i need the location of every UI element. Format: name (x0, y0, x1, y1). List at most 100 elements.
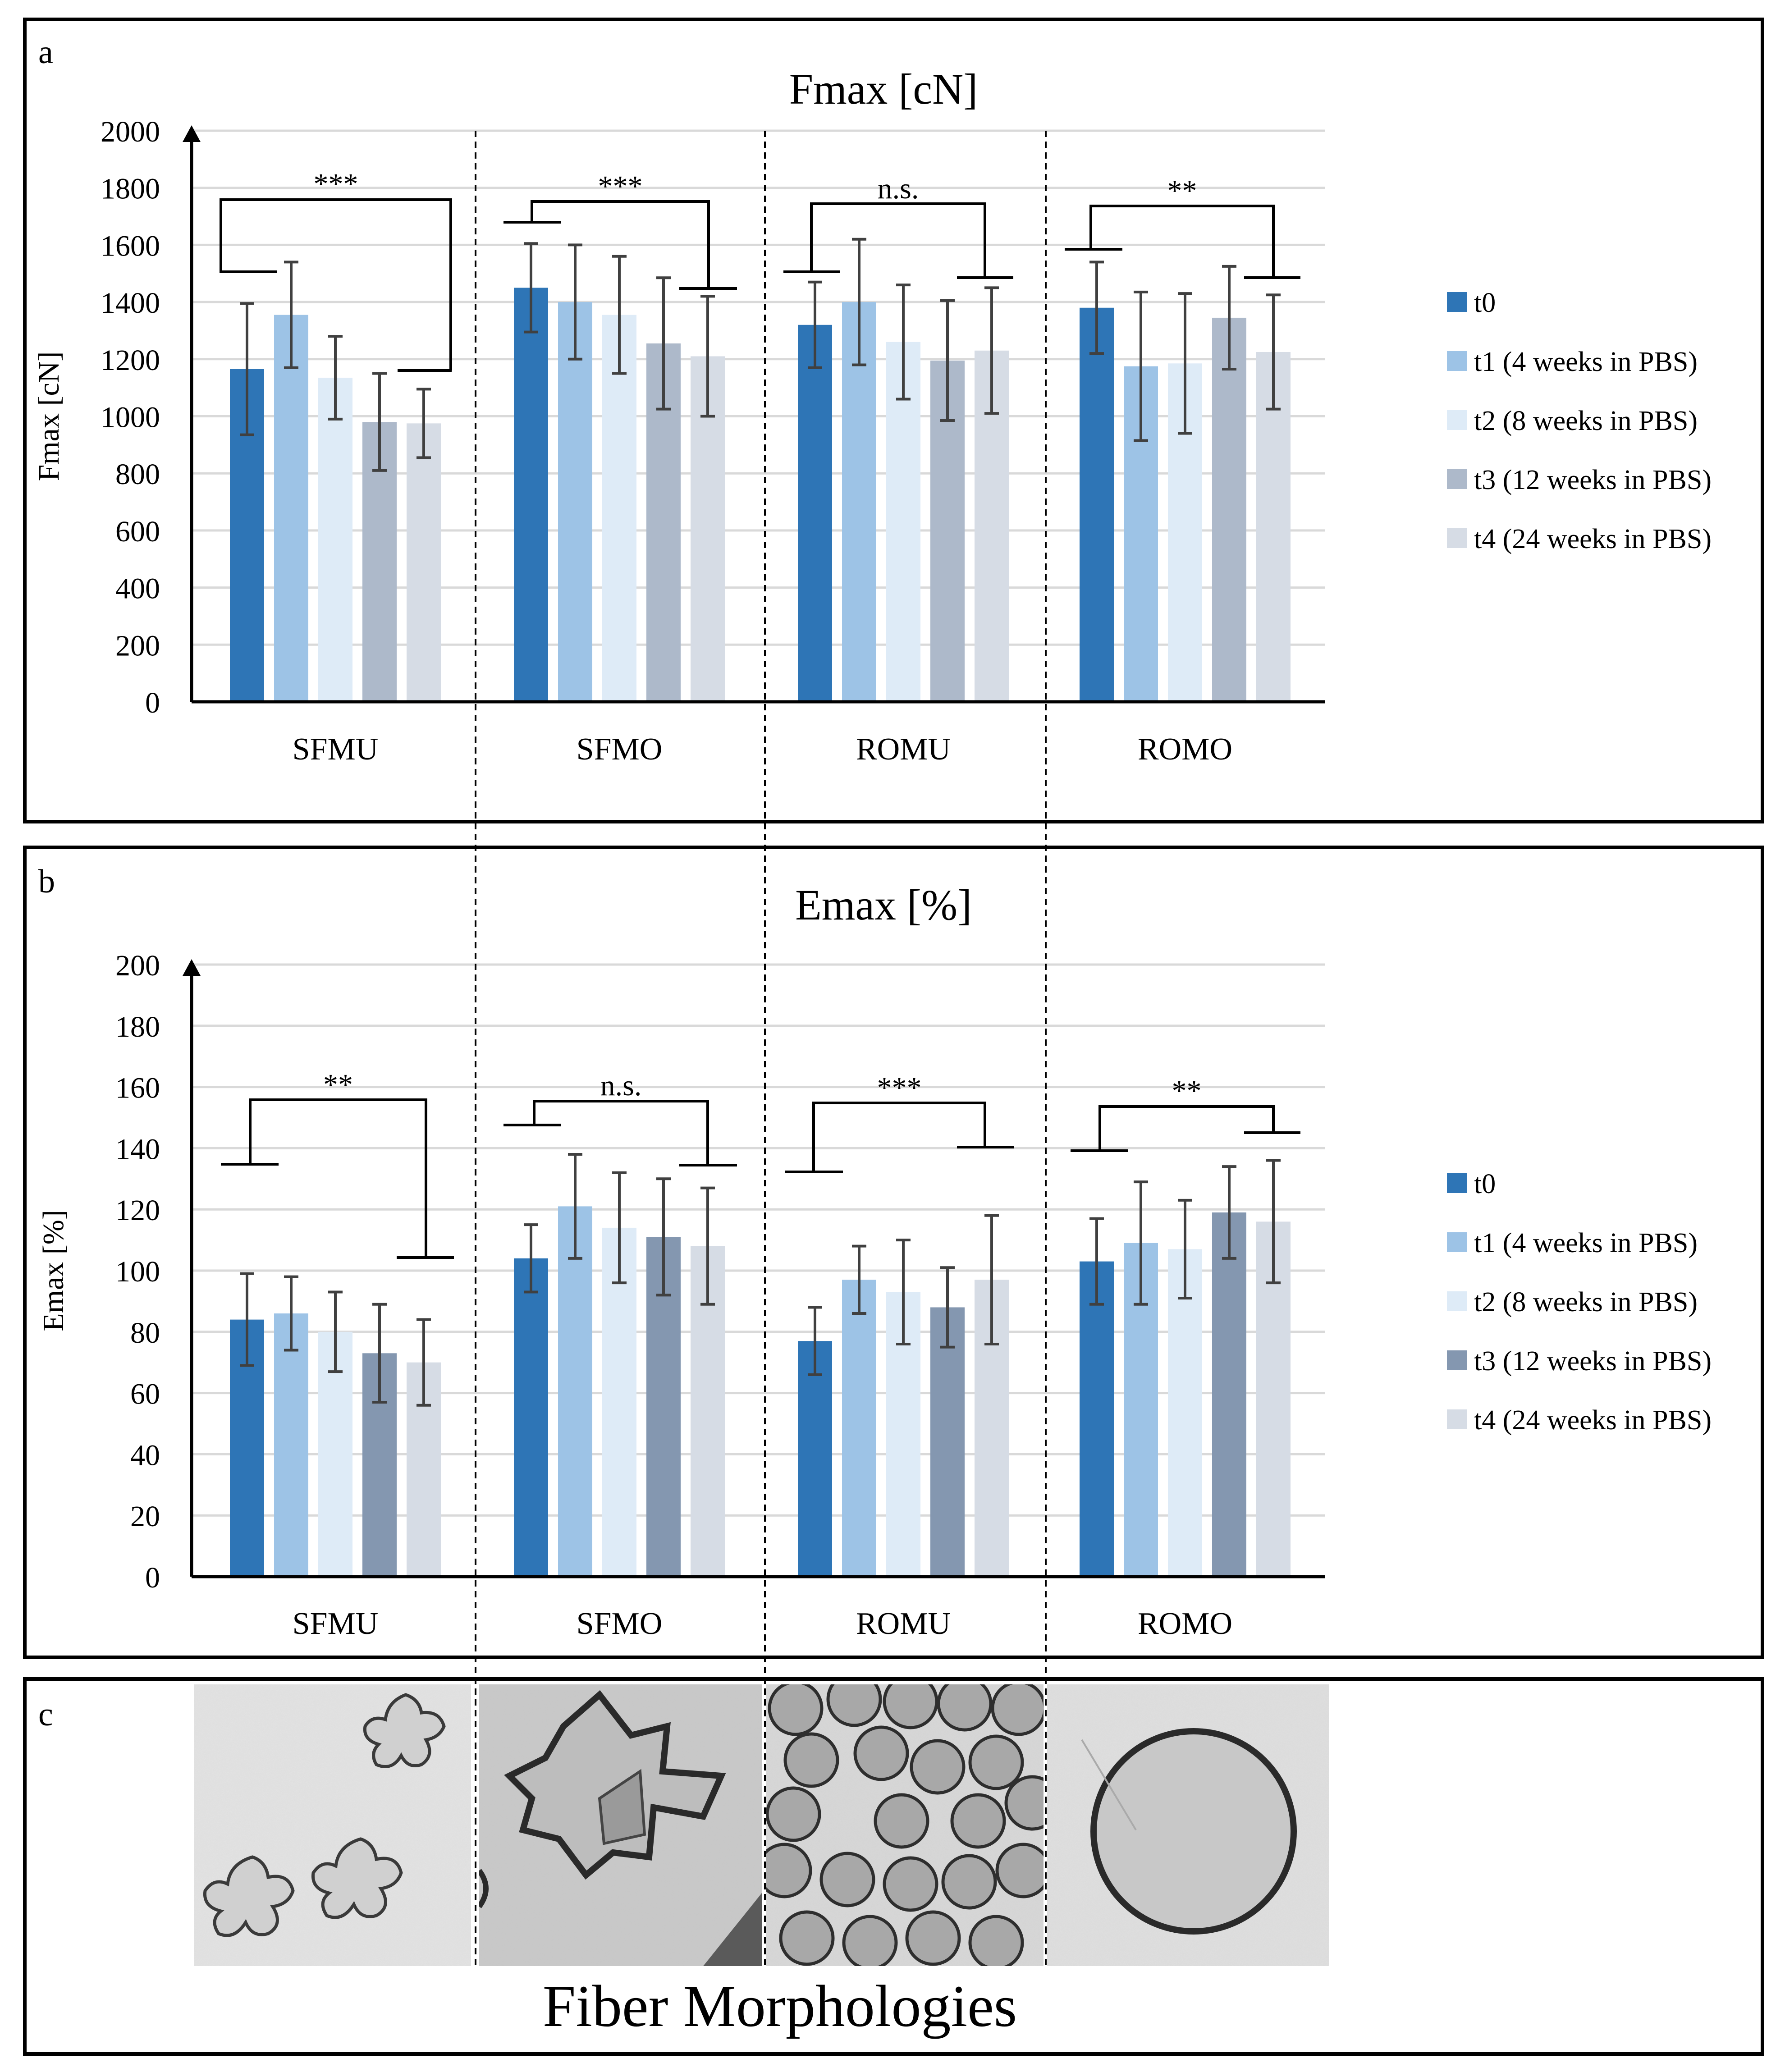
morphology-image-romo (1047, 1684, 1329, 1966)
panel-c-title: Fiber Morphologies (543, 1973, 1017, 2039)
morphology-images (194, 1684, 1329, 1966)
y-tick-label: 80 (130, 1317, 160, 1349)
bar-2-1 (602, 315, 636, 702)
category-label: SFMO (577, 1606, 663, 1641)
significance-label: *** (314, 168, 358, 201)
y-tick-label: 1800 (101, 173, 160, 206)
category-label: ROMU (856, 732, 951, 767)
y-tick-label: 40 (130, 1439, 160, 1472)
y-tick-label: 600 (115, 515, 160, 548)
significance-bracket (1098, 1105, 1275, 1151)
chart-title: Emax [%] (795, 881, 972, 929)
y-tick-label: 1600 (101, 229, 160, 262)
bar-2-0 (318, 377, 352, 702)
y-tick-label: 1400 (101, 287, 160, 320)
bar-1-1 (558, 1206, 592, 1577)
chart-fmax: Fmax [cN] 0 200 400 600 800 1000 1200 1400 1600 18… (32, 65, 1712, 767)
legend-label: t3 (12 weeks in PBS) (1474, 1346, 1712, 1377)
y-tick-label: 1000 (101, 401, 160, 434)
morphology-image-sfmo (479, 1684, 762, 1966)
category-label: ROMO (1138, 732, 1232, 767)
panel-a-frame (23, 18, 1764, 823)
legend-label: t3 (12 weeks in PBS) (1474, 465, 1712, 495)
y-axis-label: Fmax [cN] (32, 352, 65, 481)
panel-a-label: a (38, 34, 53, 71)
significance-bracket (220, 198, 452, 370)
significance-label: ** (1172, 1075, 1202, 1107)
bar-3-3 (1212, 317, 1246, 702)
significance-label: n.s. (878, 172, 919, 205)
legend-label: t4 (24 weeks in PBS) (1474, 524, 1712, 554)
significance-bracket (812, 1102, 986, 1172)
y-tick-label: 0 (145, 686, 160, 719)
legend-label: t2 (8 weeks in PBS) (1474, 1287, 1698, 1317)
category-label: ROMO (1138, 1606, 1232, 1641)
chart-title: Fmax [cN] (789, 65, 978, 113)
bar-2-2 (886, 342, 920, 702)
bar-2-1 (602, 1227, 636, 1577)
panel-b-frame (23, 846, 1764, 1659)
y-tick-label: 20 (130, 1500, 160, 1533)
panel-c-label: c (38, 1696, 53, 1733)
y-tick-label: 60 (130, 1378, 160, 1411)
y-tick-label: 160 (115, 1072, 160, 1105)
legend-swatch (1447, 528, 1467, 548)
significance-label: ** (1167, 174, 1197, 207)
y-axis-label: Emax [%] (37, 1210, 70, 1331)
legend-swatch (1447, 1291, 1467, 1311)
bar-2-3 (1168, 1249, 1202, 1577)
morphology-image-sfmu (194, 1684, 471, 1966)
bar-0-1 (514, 288, 548, 702)
y-tick-label: 140 (115, 1133, 160, 1166)
y-tick-label: 800 (115, 458, 160, 491)
y-tick-label: 100 (115, 1255, 160, 1288)
legend-label: t4 (24 weeks in PBS) (1474, 1405, 1712, 1436)
legend-label: t2 (8 weeks in PBS) (1474, 406, 1698, 436)
y-tick-label: 1200 (101, 344, 160, 377)
bar-0-2 (798, 1341, 832, 1577)
y-tick-label: 200 (115, 949, 160, 982)
y-tick-label: 120 (115, 1194, 160, 1227)
bar-1-1 (558, 302, 592, 702)
legend-swatch (1447, 410, 1467, 430)
significance-label: *** (598, 170, 643, 203)
significance-label: *** (877, 1071, 922, 1104)
bar-0-1 (514, 1258, 548, 1577)
significance-bracket (533, 1100, 709, 1165)
legend-swatch (1447, 469, 1467, 489)
bar-0-3 (1080, 307, 1114, 702)
morphology-image-romu (766, 1684, 1044, 1966)
significance-bracket (1089, 205, 1275, 278)
group-separators (475, 131, 1047, 1970)
y-axis-arrow (183, 959, 201, 976)
bar-3-2 (930, 1307, 965, 1577)
bar-1-0 (274, 315, 308, 702)
significance-bracket (249, 1098, 427, 1258)
significance-bracket (810, 202, 986, 278)
y-tick-label: 400 (115, 572, 160, 605)
bar-1-0 (274, 1313, 308, 1577)
legend-label: t1 (4 weeks in PBS) (1474, 1228, 1698, 1258)
y-tick-label: 2000 (101, 115, 160, 148)
bar-1-2 (842, 1280, 876, 1577)
y-tick-label: 180 (115, 1011, 160, 1043)
y-tick-label: 0 (145, 1561, 160, 1594)
legend-swatch (1447, 292, 1467, 312)
panel-b-label: b (38, 863, 55, 900)
category-label: ROMU (856, 1606, 951, 1641)
legend-swatch (1447, 351, 1467, 371)
bar-0-2 (798, 325, 832, 702)
panel-c-frame (23, 1677, 1764, 2056)
y-axis-arrow (183, 125, 201, 142)
category-label: SFMO (577, 732, 663, 767)
bar-3-3 (1212, 1212, 1246, 1577)
bar-4-0 (407, 423, 441, 702)
legend-swatch (1447, 1173, 1467, 1193)
bar-0-3 (1080, 1261, 1114, 1577)
legend-swatch (1447, 1409, 1467, 1429)
legend-label: t0 (1474, 1169, 1496, 1199)
significance-bracket (531, 200, 710, 288)
significance-label: n.s. (600, 1069, 642, 1102)
category-label: SFMU (293, 732, 379, 767)
